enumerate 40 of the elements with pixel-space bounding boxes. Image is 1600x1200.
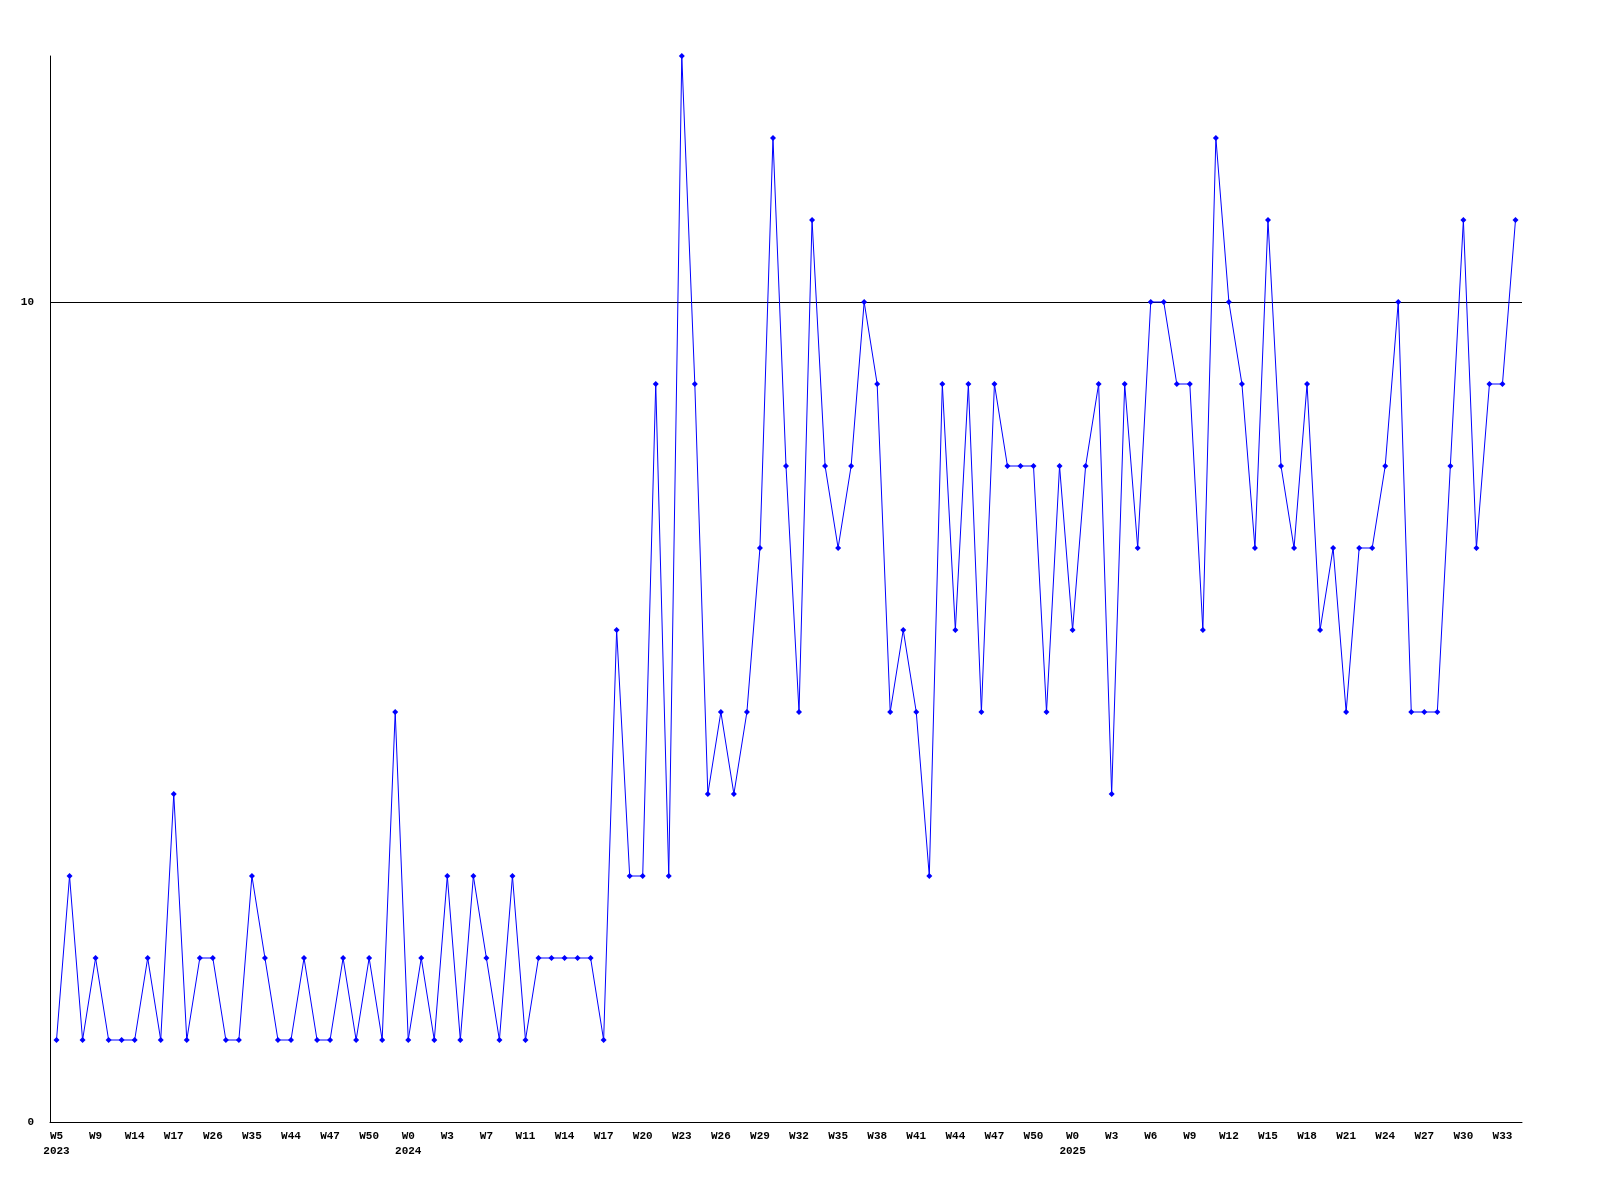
x-tick-label: W32 [789, 1129, 809, 1142]
x-tick-label: W30 [1453, 1129, 1474, 1142]
x-tick-label: W9 [1183, 1129, 1197, 1142]
x-tick-label: W38 [867, 1129, 888, 1142]
x-tick-label: W41 [906, 1129, 927, 1142]
x-tick-label: W17 [163, 1129, 184, 1142]
x-tick-label: W27 [1414, 1129, 1435, 1142]
x-tick-label: W50 [1023, 1129, 1044, 1142]
x-tick-label: W44 [945, 1129, 966, 1142]
x-tick-label: W33 [1492, 1129, 1513, 1142]
x-tick-label: W12 [1219, 1129, 1239, 1142]
x-tick-label: W0 2025 [1059, 1129, 1087, 1157]
x-tick-label: W47 [320, 1129, 340, 1142]
x-tick-label: W3 [440, 1129, 455, 1142]
x-tick-label: W29 [750, 1129, 770, 1142]
x-tick-label: W24 [1375, 1129, 1396, 1142]
x-tick-label: W6 [1144, 1129, 1158, 1142]
x-tick-label: W15 [1258, 1129, 1279, 1142]
x-tick-label: W14 [124, 1129, 145, 1142]
x-tick-label: W23 [671, 1129, 693, 1142]
x-tick-label: W18 [1297, 1129, 1318, 1142]
x-tick-label: W0 2024 [395, 1129, 422, 1157]
x-tick-label: W14 [554, 1129, 575, 1142]
y-tick-label: 10 [20, 296, 34, 308]
x-tick-label: W26 [202, 1129, 223, 1142]
x-tick-label: W11 [515, 1129, 536, 1142]
x-tick-label: W35 [828, 1129, 849, 1142]
x-tick-label: W7 [479, 1129, 493, 1142]
x-tick-label: W35 [242, 1129, 263, 1142]
x-tick-label: W26 [710, 1129, 731, 1142]
x-tick-label: W21 [1336, 1129, 1357, 1142]
x-tick-label: W47 [984, 1129, 1005, 1142]
x-tick-label: W20 [632, 1129, 653, 1142]
x-tick-label: W17 [593, 1129, 614, 1142]
x-tick-label: W50 [359, 1129, 380, 1142]
x-tick-label: W5 2023 [43, 1129, 71, 1157]
y-tick-label: 0 [27, 1116, 34, 1128]
x-tick-label: W3 [1105, 1129, 1119, 1142]
x-tick-label: W44 [281, 1129, 302, 1142]
x-tick-label: W9 [88, 1129, 103, 1142]
